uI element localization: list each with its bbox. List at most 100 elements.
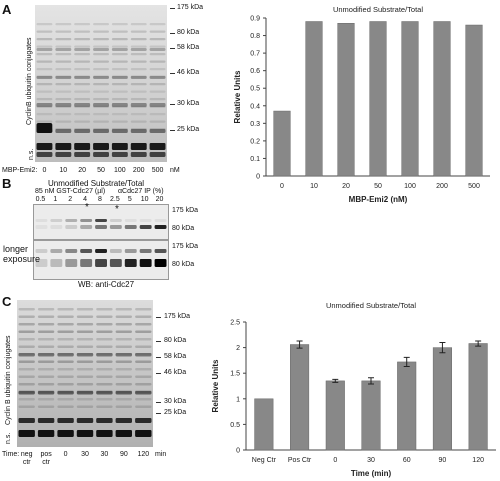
- x-tick-label: 500: [468, 183, 480, 190]
- blot-band: [135, 330, 152, 333]
- blot-band: [130, 48, 147, 51]
- blot-band: [111, 129, 128, 133]
- blot-b-lane-label: 5: [127, 196, 132, 203]
- blot-c-marker-tick: [156, 341, 161, 342]
- error-bar: [296, 340, 303, 349]
- y-tick-label: 0: [236, 448, 240, 455]
- blot-a-caption: Unmodified Substrate/Total: [48, 179, 145, 188]
- blot-c-marker-label: 58 kDa: [164, 353, 187, 360]
- blot-band: [35, 225, 48, 229]
- blot-band: [96, 375, 113, 378]
- blot-band: [55, 90, 72, 93]
- blot-band: [96, 308, 113, 311]
- blot-band: [55, 23, 72, 26]
- blot-band: [111, 60, 128, 63]
- blot-a-lane-label: 200: [132, 167, 145, 174]
- blot-b-marker-175-bottom: 175 kDa: [172, 243, 199, 250]
- blot-band: [74, 152, 91, 157]
- blot-band: [93, 83, 109, 86]
- blot-band: [74, 60, 91, 63]
- blot-band: [18, 368, 35, 371]
- blot-band: [96, 338, 113, 341]
- blot-band: [111, 90, 128, 93]
- blot-band: [139, 219, 152, 222]
- error-bar: [332, 378, 339, 383]
- blot-band: [74, 76, 91, 79]
- y-tick-label: 0.8: [250, 33, 260, 40]
- blot-b-marker-175-top: 175 kDa: [172, 207, 199, 214]
- y-axis-label: Relative Units: [211, 359, 220, 412]
- blot-a-lane-label: 0: [42, 167, 47, 174]
- blot-band: [124, 219, 137, 222]
- bar: [468, 343, 488, 451]
- blot-band: [55, 53, 72, 56]
- bar: [337, 23, 355, 177]
- blot-band: [18, 398, 35, 401]
- blot-a-marker-tick: [170, 33, 175, 34]
- blot-band: [149, 76, 166, 79]
- blot-band: [130, 76, 147, 79]
- blot-b-lane-label: 8: [98, 196, 102, 203]
- blot-band: [55, 68, 72, 71]
- blot-band: [36, 98, 53, 101]
- blot-band: [93, 68, 109, 71]
- blot-band: [130, 38, 147, 41]
- blot-band: [115, 315, 132, 318]
- blot-band: [36, 90, 53, 93]
- blot-band: [80, 219, 93, 222]
- blot-band: [55, 120, 72, 123]
- blot-band: [154, 219, 167, 222]
- blot-band: [115, 430, 132, 437]
- blot-band: [115, 405, 132, 408]
- blot-band: [135, 391, 152, 395]
- blot-band: [74, 68, 91, 71]
- blot-c-marker-label: 30 kDa: [164, 398, 187, 405]
- blot-band: [149, 113, 166, 116]
- blot-band: [93, 38, 109, 41]
- blot-band: [95, 249, 107, 253]
- blot-band: [130, 45, 147, 48]
- y-tick-label: 0.6: [250, 68, 260, 75]
- blot-band: [124, 259, 137, 267]
- panel-a-label: A: [2, 2, 12, 17]
- blot-band: [57, 391, 74, 395]
- blot-a-marker-label: 25 kDa: [177, 126, 200, 133]
- blot-b-top: [33, 204, 169, 240]
- blot-b-lane-label: 10: [140, 196, 149, 203]
- blot-band: [76, 308, 94, 311]
- blot-band: [149, 68, 166, 71]
- blot-band: [74, 143, 91, 150]
- blot-band: [111, 23, 128, 26]
- x-tick-label: 60: [403, 457, 411, 464]
- blot-band: [36, 83, 53, 86]
- blot-c-image: [17, 300, 153, 447]
- blot-b-lane-label: 20: [155, 196, 164, 203]
- blot-band: [149, 30, 166, 33]
- blot-band: [18, 383, 35, 386]
- blot-band: [135, 375, 152, 378]
- blot-band: [76, 315, 94, 318]
- blot-band: [111, 68, 128, 71]
- blot-b-marker-80-bottom: 80 kDa: [172, 261, 195, 268]
- blot-band: [130, 60, 147, 63]
- blot-b-header-right: αCdc27 IP (%): [118, 188, 164, 195]
- y-tick-label: 0.9: [250, 16, 260, 23]
- blot-band: [135, 338, 152, 341]
- blot-band: [74, 53, 91, 56]
- blot-band: [139, 225, 152, 229]
- blot-band: [111, 76, 128, 79]
- blot-band: [55, 103, 72, 107]
- blot-band: [111, 152, 128, 157]
- blot-a-lane-label: 50: [97, 167, 105, 174]
- blot-b-lane-label: 4: [83, 196, 88, 203]
- blot-a-marker-label: 80 kDa: [177, 29, 200, 36]
- blot-a-lane-label: 10: [59, 167, 68, 174]
- blot-band: [57, 430, 74, 437]
- blot-band: [55, 98, 72, 101]
- blot-b-bottom: [33, 240, 169, 280]
- x-tick-label: 0: [333, 457, 337, 464]
- blot-band: [55, 30, 72, 33]
- blot-band: [135, 430, 152, 437]
- blot-c-lane-label: 30: [81, 451, 89, 458]
- blot-c-lane-unit: min: [155, 451, 167, 458]
